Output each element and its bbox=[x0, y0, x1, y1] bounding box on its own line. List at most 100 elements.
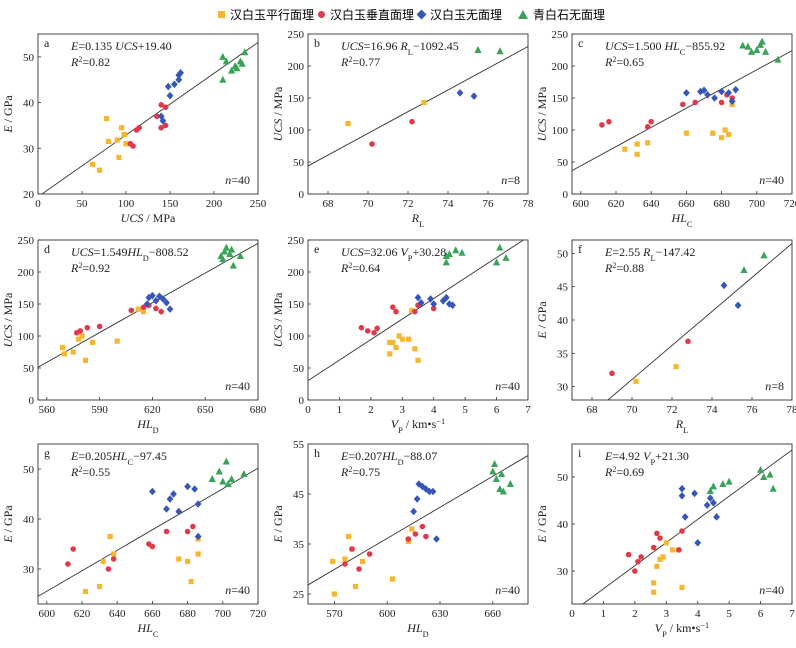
sample-count: n=40 bbox=[225, 379, 250, 393]
data-point bbox=[229, 261, 237, 269]
data-point bbox=[82, 357, 89, 363]
x-tick-label: 720 bbox=[250, 608, 267, 620]
data-point bbox=[405, 536, 412, 542]
panel-label: e bbox=[314, 242, 319, 256]
data-point bbox=[756, 465, 765, 473]
regression-equation: UCS=16.96 RL−1092.45 bbox=[341, 39, 459, 57]
panel-label: g bbox=[44, 446, 50, 460]
data-point bbox=[358, 324, 365, 331]
regression-equation: E=0.207HLD−88.07 bbox=[340, 449, 437, 467]
x-tick-label: 2 bbox=[632, 608, 638, 620]
data-point bbox=[654, 563, 660, 569]
y-tick-label: 150 bbox=[288, 93, 305, 105]
data-point bbox=[393, 308, 399, 315]
data-point bbox=[390, 339, 396, 345]
data-point bbox=[222, 243, 230, 251]
data-point bbox=[681, 513, 689, 521]
y-tick-label: 100 bbox=[288, 331, 305, 343]
data-point bbox=[644, 124, 651, 130]
scatter-panel-g: 600 620 640 660 680 700 720 30 40 50 g E=0.205HLC−9… bbox=[1, 443, 267, 639]
regression-line bbox=[308, 46, 528, 167]
data-point bbox=[499, 487, 507, 495]
data-point bbox=[599, 122, 605, 128]
data-point bbox=[718, 87, 725, 96]
data-point bbox=[149, 487, 156, 496]
x-axis-label: UCS / MPa bbox=[121, 211, 176, 225]
y-tick-label: 250 bbox=[552, 29, 569, 41]
r-squared: R2=0.64 bbox=[340, 261, 380, 276]
data-point bbox=[166, 91, 174, 100]
data-point bbox=[692, 99, 698, 106]
x-axis-label: VP / km•s−1 bbox=[391, 417, 445, 435]
data-point bbox=[492, 258, 501, 266]
data-point bbox=[633, 378, 639, 384]
x-tick-label: 660 bbox=[144, 608, 161, 620]
data-point bbox=[152, 297, 160, 305]
data-point bbox=[685, 338, 691, 345]
sample-count: n=8 bbox=[765, 379, 784, 393]
data-point bbox=[84, 324, 91, 331]
data-point bbox=[219, 477, 227, 485]
data-point bbox=[97, 167, 103, 173]
data-point bbox=[82, 588, 89, 595]
data-point bbox=[660, 554, 666, 560]
data-point bbox=[725, 89, 733, 97]
x-axis-label: RL bbox=[675, 417, 688, 435]
data-point bbox=[349, 546, 355, 552]
data-point bbox=[726, 131, 732, 138]
y-tick-label: 250 bbox=[288, 29, 305, 41]
data-point bbox=[97, 583, 103, 590]
legend-label: 汉白玉无面理 bbox=[430, 8, 503, 22]
data-point bbox=[364, 328, 371, 334]
x-tick-label: 680 bbox=[179, 608, 196, 620]
y-tick-label: 150 bbox=[18, 299, 35, 311]
y-axis-label: UCS / MPa bbox=[271, 292, 285, 347]
x-tick-label: 650 bbox=[197, 404, 214, 416]
y-tick-label: 0 bbox=[299, 189, 305, 201]
data-point bbox=[713, 513, 720, 521]
data-point bbox=[496, 485, 504, 492]
data-point bbox=[417, 298, 425, 307]
data-point bbox=[166, 305, 174, 313]
data-point bbox=[753, 46, 761, 53]
data-point bbox=[215, 467, 223, 475]
data-point bbox=[65, 561, 71, 567]
panel-label: c bbox=[578, 36, 583, 50]
data-point bbox=[238, 59, 246, 67]
r-squared: R2=0.65 bbox=[604, 55, 644, 70]
y-tick-label: 50 bbox=[557, 472, 569, 484]
data-point bbox=[110, 556, 117, 562]
data-point bbox=[89, 161, 96, 167]
data-point bbox=[442, 293, 450, 302]
x-tick-label: 600 bbox=[573, 198, 590, 210]
y-tick-label: 50 bbox=[23, 464, 35, 476]
y-tick-label: 0 bbox=[29, 395, 35, 407]
data-point bbox=[60, 344, 66, 351]
data-point bbox=[224, 480, 232, 487]
y-tick-label: 100 bbox=[288, 125, 305, 137]
x-tick-label: 6 bbox=[758, 608, 764, 620]
y-axis-label: E / GPa bbox=[1, 505, 15, 544]
scatter-panel-b: 68 70 72 74 76 78 0 50 100 150 200 250 b UCS=16.96 RL… bbox=[271, 29, 534, 229]
y-tick-label: 25 bbox=[293, 589, 305, 601]
data-point bbox=[680, 101, 686, 108]
data-point bbox=[100, 558, 106, 565]
data-point bbox=[143, 300, 151, 308]
regression-equation: E=2.55 RL−147.42 bbox=[604, 245, 695, 263]
data-point bbox=[496, 243, 504, 251]
data-point bbox=[96, 323, 103, 330]
y-tick-label: 200 bbox=[288, 61, 305, 73]
x-tick-label: 68 bbox=[323, 198, 335, 210]
data-point bbox=[366, 551, 373, 557]
data-point bbox=[426, 487, 433, 496]
data-point bbox=[470, 92, 478, 100]
sample-count: n=40 bbox=[225, 173, 250, 187]
data-point bbox=[175, 507, 183, 516]
x-tick-label: 570 bbox=[326, 608, 343, 620]
data-point bbox=[191, 485, 199, 493]
data-point bbox=[114, 137, 120, 143]
x-tick-label: 150 bbox=[162, 198, 179, 210]
scatter-panel-e: 0 1 2 3 4 5 6 7 0 50 100 150 200 250 e UCS=32.06 VP+30.… bbox=[271, 235, 531, 435]
data-point bbox=[236, 252, 244, 259]
